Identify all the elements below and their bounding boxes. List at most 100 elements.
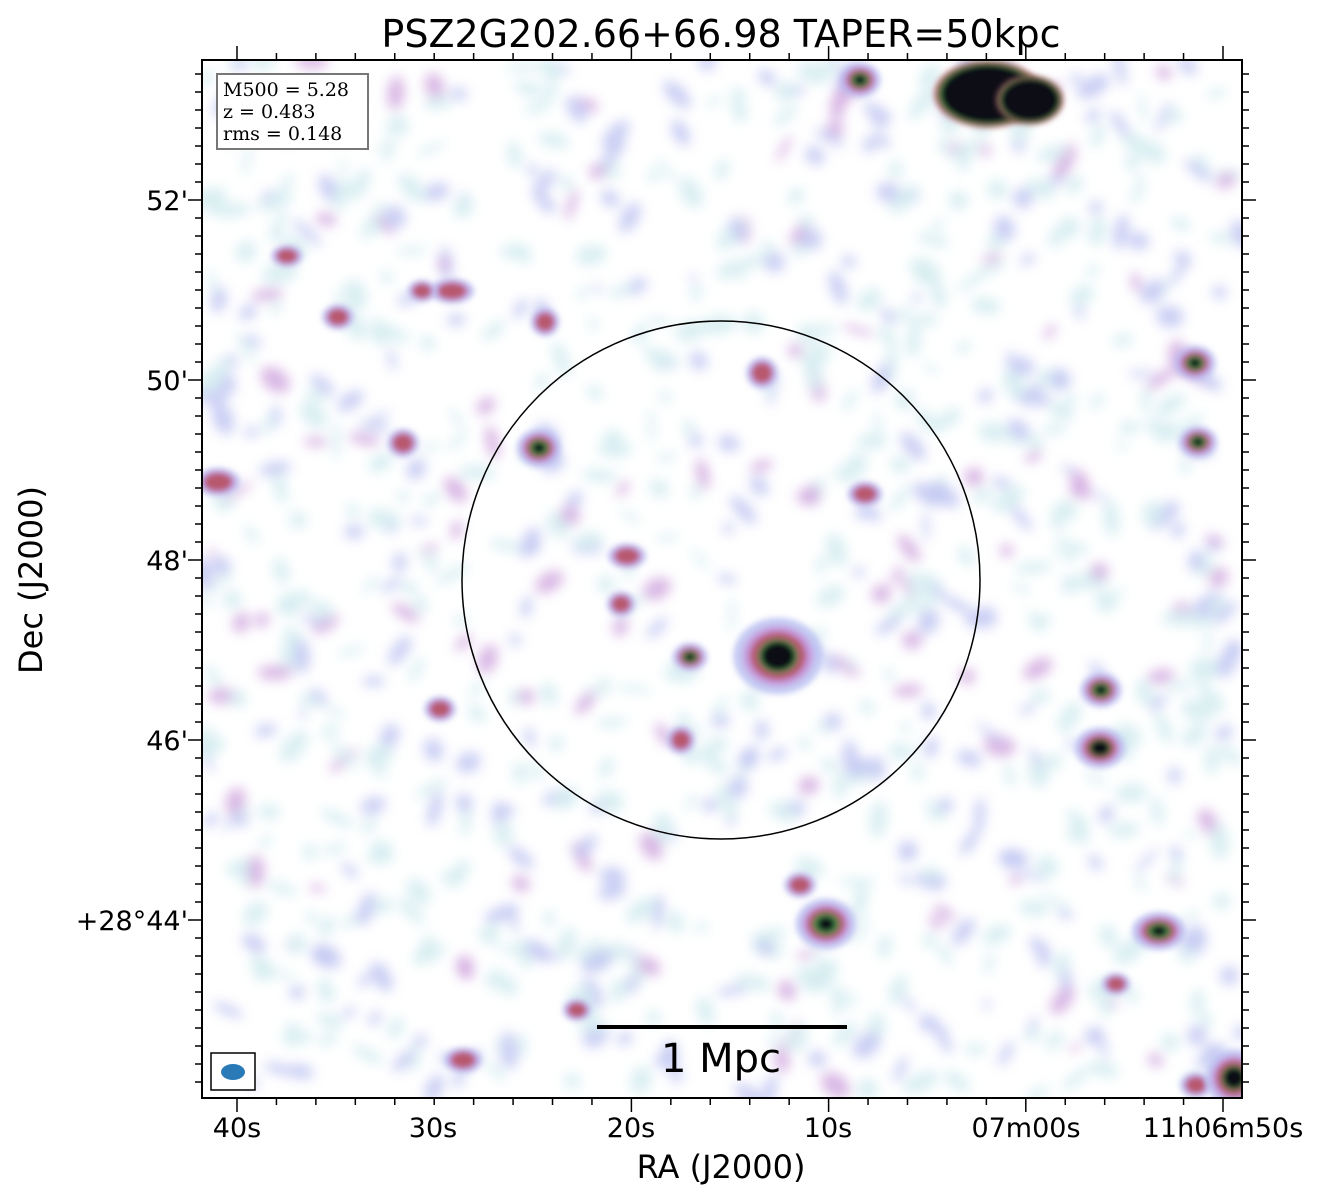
noise-blob: [1218, 743, 1242, 766]
noise-blob: [598, 883, 626, 901]
noise-blob: [922, 511, 930, 542]
noise-blob: [821, 1072, 851, 1098]
noise-blob: [728, 597, 736, 632]
noise-blob: [414, 778, 449, 798]
radio-source: [672, 642, 708, 672]
noise-blob: [1151, 796, 1164, 826]
noise-blob: [655, 533, 679, 542]
noise-blob: [689, 351, 708, 371]
noise-blob: [386, 524, 398, 533]
noise-blob: [1068, 543, 1090, 554]
noise-blob: [419, 335, 436, 351]
radio-source: [607, 543, 647, 569]
noise-blob: [1108, 822, 1140, 838]
source-layer: [328, 309, 348, 325]
noise-blob: [912, 482, 945, 507]
noise-blob: [820, 758, 839, 772]
noise-blob: [832, 997, 847, 1016]
noise-blob: [532, 169, 556, 197]
radio-source: [666, 725, 696, 755]
radio-source: [1174, 345, 1216, 381]
noise-blob: [1183, 830, 1196, 839]
noise-blob: [883, 668, 895, 682]
noise-blob: [396, 490, 410, 503]
noise-blob: [666, 910, 685, 934]
noise-blob: [258, 803, 281, 820]
noise-blob: [828, 270, 848, 305]
noise-blob: [565, 188, 579, 221]
noise-blob: [269, 209, 287, 242]
noise-blob: [447, 313, 466, 327]
noise-blob: [489, 539, 523, 552]
noise-blob: [493, 821, 514, 847]
noise-blob: [1052, 951, 1070, 976]
noise-blob: [282, 1031, 314, 1046]
noise-blob: [1000, 544, 1014, 558]
noise-blob: [637, 956, 661, 976]
noise-blob: [1156, 64, 1172, 81]
noise-blob: [1009, 873, 1022, 886]
noise-blob: [1066, 828, 1090, 844]
noise-blob: [1113, 587, 1124, 601]
noise-blob: [618, 202, 641, 233]
noise-blob: [1160, 1033, 1180, 1052]
noise-blob: [831, 655, 860, 677]
noise-blob: [368, 1011, 382, 1026]
noise-blob: [873, 132, 891, 148]
noise-blob: [602, 162, 621, 180]
source-layer: [568, 1003, 586, 1017]
noise-blob: [858, 503, 882, 521]
noise-blob: [449, 407, 464, 429]
noise-blob: [1216, 172, 1237, 189]
noise-blob: [658, 390, 673, 403]
noise-blob: [1163, 420, 1181, 441]
noise-blob: [337, 390, 364, 412]
noise-blob: [398, 173, 426, 203]
figure-title: PSZ2G202.66+66.98 TAPER=50kpc: [381, 12, 1060, 56]
noise-blob: [392, 552, 407, 573]
noise-blob: [1090, 392, 1104, 410]
noise-blob: [663, 80, 691, 109]
noise-blob: [853, 566, 865, 578]
noise-blob: [509, 633, 521, 647]
noise-blob: [260, 366, 290, 394]
noise-blob: [480, 922, 501, 941]
source-layer: [1186, 1077, 1206, 1093]
noise-blob: [1098, 996, 1113, 1017]
noise-blob: [773, 104, 797, 127]
noise-blob: [512, 762, 527, 784]
noise-blob: [776, 135, 792, 163]
noise-blob: [318, 916, 336, 937]
noise-blob: [362, 676, 385, 687]
noise-blob: [733, 105, 749, 122]
noise-blob: [1154, 712, 1173, 744]
noise-blob: [1062, 1067, 1089, 1091]
noise-blob: [767, 1035, 782, 1047]
source-layer: [1095, 685, 1107, 695]
noise-blob: [774, 1046, 790, 1073]
source-layer: [536, 313, 554, 331]
noise-blob: [287, 933, 307, 955]
noise-blob: [938, 138, 950, 155]
noise-blob: [574, 531, 603, 550]
radio-sources: [202, 60, 1242, 1098]
noise-blob: [520, 596, 533, 619]
noise-blob: [755, 719, 769, 741]
noise-blob: [859, 700, 875, 714]
noise-blob: [498, 974, 512, 993]
noise-blob: [565, 490, 583, 509]
noise-blob: [1144, 142, 1166, 165]
noise-blob: [688, 433, 704, 448]
noise-blob: [825, 533, 848, 567]
noise-blob: [370, 411, 390, 422]
noise-blob: [536, 950, 561, 961]
noise-blob: [261, 189, 274, 203]
noise-blob: [370, 453, 397, 466]
noise-blob: [998, 849, 1030, 869]
noise-blob: [734, 1083, 767, 1098]
noise-blob: [833, 773, 847, 799]
noise-blob: [1181, 724, 1208, 747]
noise-blob: [559, 506, 581, 525]
y-axis-label: Dec (J2000): [12, 486, 50, 674]
noise-blob: [617, 1031, 633, 1046]
